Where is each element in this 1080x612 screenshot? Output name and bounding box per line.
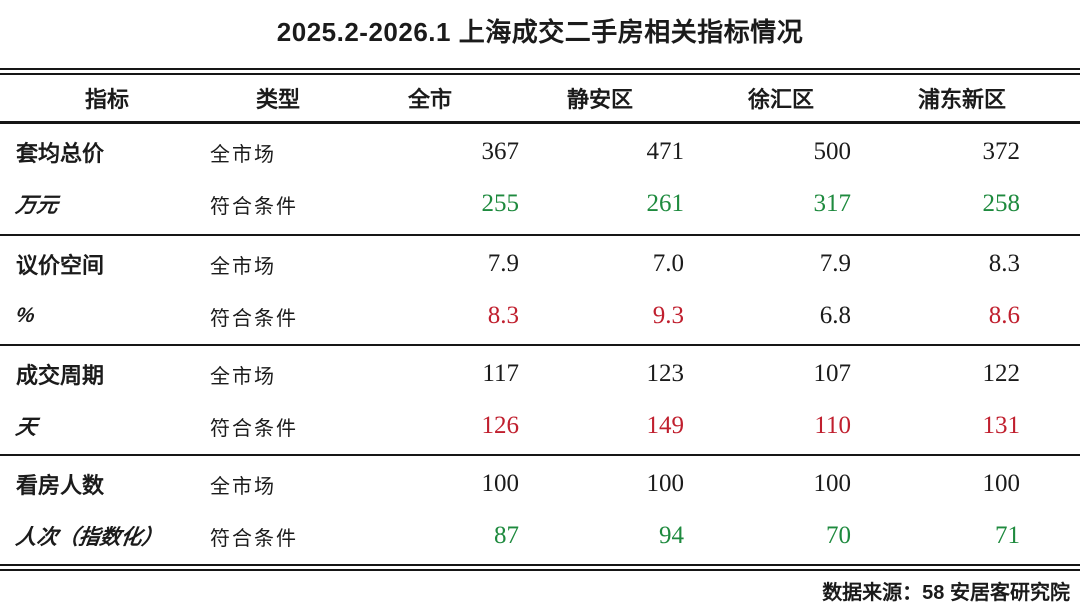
indicator-group: 成交周期 全市场 117 123 107 122 天 符合条件 126 149 110 131 (0, 344, 1080, 454)
indicator-group: 议价空间 全市场 7.9 7.0 7.9 8.3% 符合条件 8.3 9.3 6.8 8.6 (0, 234, 1080, 344)
value-cell: 149 (646, 412, 685, 439)
value-cell: 8.3 (487, 302, 519, 329)
value-cell: 317 (813, 190, 852, 217)
header-pudong: 浦东新区 (917, 87, 1006, 112)
value-cell: 261 (646, 190, 685, 217)
value-cell: 7.9 (819, 250, 851, 277)
table-row: 万元 符合条件 255 261 317 258 (0, 178, 1080, 230)
value-cell: 117 (482, 360, 519, 387)
value-cell: 126 (481, 412, 520, 439)
indicator-group: 看房人数 全市场 100 100 100 100 人次（指数化） 符合条件 87 94 70 71 (0, 454, 1080, 564)
indicator-unit: 人次（指数化） (14, 526, 165, 549)
row-type-label: 全市场 (210, 255, 276, 278)
row-type-label: 符合条件 (210, 307, 298, 330)
indicator-group: 套均总价 全市场 367 471 500 372 万元 符合条件 255 261 317 258 (0, 124, 1080, 234)
value-cell: 8.6 (988, 302, 1020, 329)
header-indicator: 指标 (84, 87, 129, 112)
page-title: 2025.2-2026.1 上海成交二手房相关指标情况 (276, 16, 804, 47)
value-cell: 131 (982, 412, 1021, 439)
value-cell: 110 (814, 412, 851, 439)
indicator-name: 看房人数 (16, 473, 105, 498)
value-cell: 258 (982, 190, 1021, 217)
indicator-unit: 天 (14, 416, 39, 439)
value-cell: 100 (481, 470, 520, 497)
table-row: % 符合条件 8.3 9.3 6.8 8.6 (0, 290, 1080, 342)
value-cell: 87 (494, 522, 519, 549)
table-row: 套均总价 全市场 367 471 500 372 (0, 126, 1080, 178)
indicator-unit: % (14, 304, 37, 327)
table-row: 成交周期 全市场 117 123 107 122 (0, 348, 1080, 400)
value-cell: 122 (982, 360, 1021, 387)
value-cell: 500 (813, 138, 852, 165)
value-cell: 9.3 (652, 302, 684, 329)
value-cell: 100 (982, 470, 1021, 497)
value-cell: 7.9 (487, 250, 519, 277)
value-cell: 471 (646, 138, 685, 165)
value-cell: 123 (646, 360, 685, 387)
table-row: 人次（指数化） 符合条件 87 94 70 71 (0, 510, 1080, 562)
value-cell: 255 (481, 190, 520, 217)
top-double-rule (0, 68, 1080, 75)
value-cell: 94 (659, 522, 684, 549)
header-xuhui: 徐汇区 (747, 87, 814, 112)
value-cell: 7.0 (652, 250, 684, 277)
row-type-label: 全市场 (210, 365, 276, 388)
value-cell: 100 (646, 470, 685, 497)
table-row: 天 符合条件 126 149 110 131 (0, 400, 1080, 452)
row-type-label: 符合条件 (210, 417, 298, 440)
indicator-unit: 万元 (14, 194, 60, 217)
value-cell: 100 (813, 470, 852, 497)
table-body: 套均总价 全市场 367 471 500 372 万元 符合条件 255 261 317 258 议价空… (0, 124, 1080, 564)
value-cell: 70 (826, 522, 851, 549)
data-source: 数据来源：58 安居客研究院 (822, 582, 1070, 604)
row-type-label: 全市场 (210, 143, 276, 166)
row-type-label: 全市场 (210, 475, 276, 498)
value-cell: 6.8 (819, 302, 851, 329)
row-type-label: 符合条件 (210, 527, 298, 550)
table-header-row: 指标 类型 全市 静安区 徐汇区 浦东新区 (0, 75, 1080, 124)
bottom-double-rule (0, 564, 1080, 571)
value-cell: 372 (982, 138, 1021, 165)
row-type-label: 符合条件 (210, 195, 298, 218)
indicator-name: 套均总价 (16, 141, 105, 166)
indicator-name: 议价空间 (16, 253, 105, 278)
header-citywide: 全市 (407, 87, 452, 112)
value-cell: 71 (995, 522, 1020, 549)
table-row: 议价空间 全市场 7.9 7.0 7.9 8.3 (0, 238, 1080, 290)
header-jingan: 静安区 (566, 87, 633, 112)
header-type: 类型 (255, 87, 300, 112)
value-cell: 8.3 (988, 250, 1020, 277)
table-row: 看房人数 全市场 100 100 100 100 (0, 458, 1080, 510)
value-cell: 367 (481, 138, 520, 165)
value-cell: 107 (813, 360, 852, 387)
indicator-name: 成交周期 (16, 363, 105, 388)
